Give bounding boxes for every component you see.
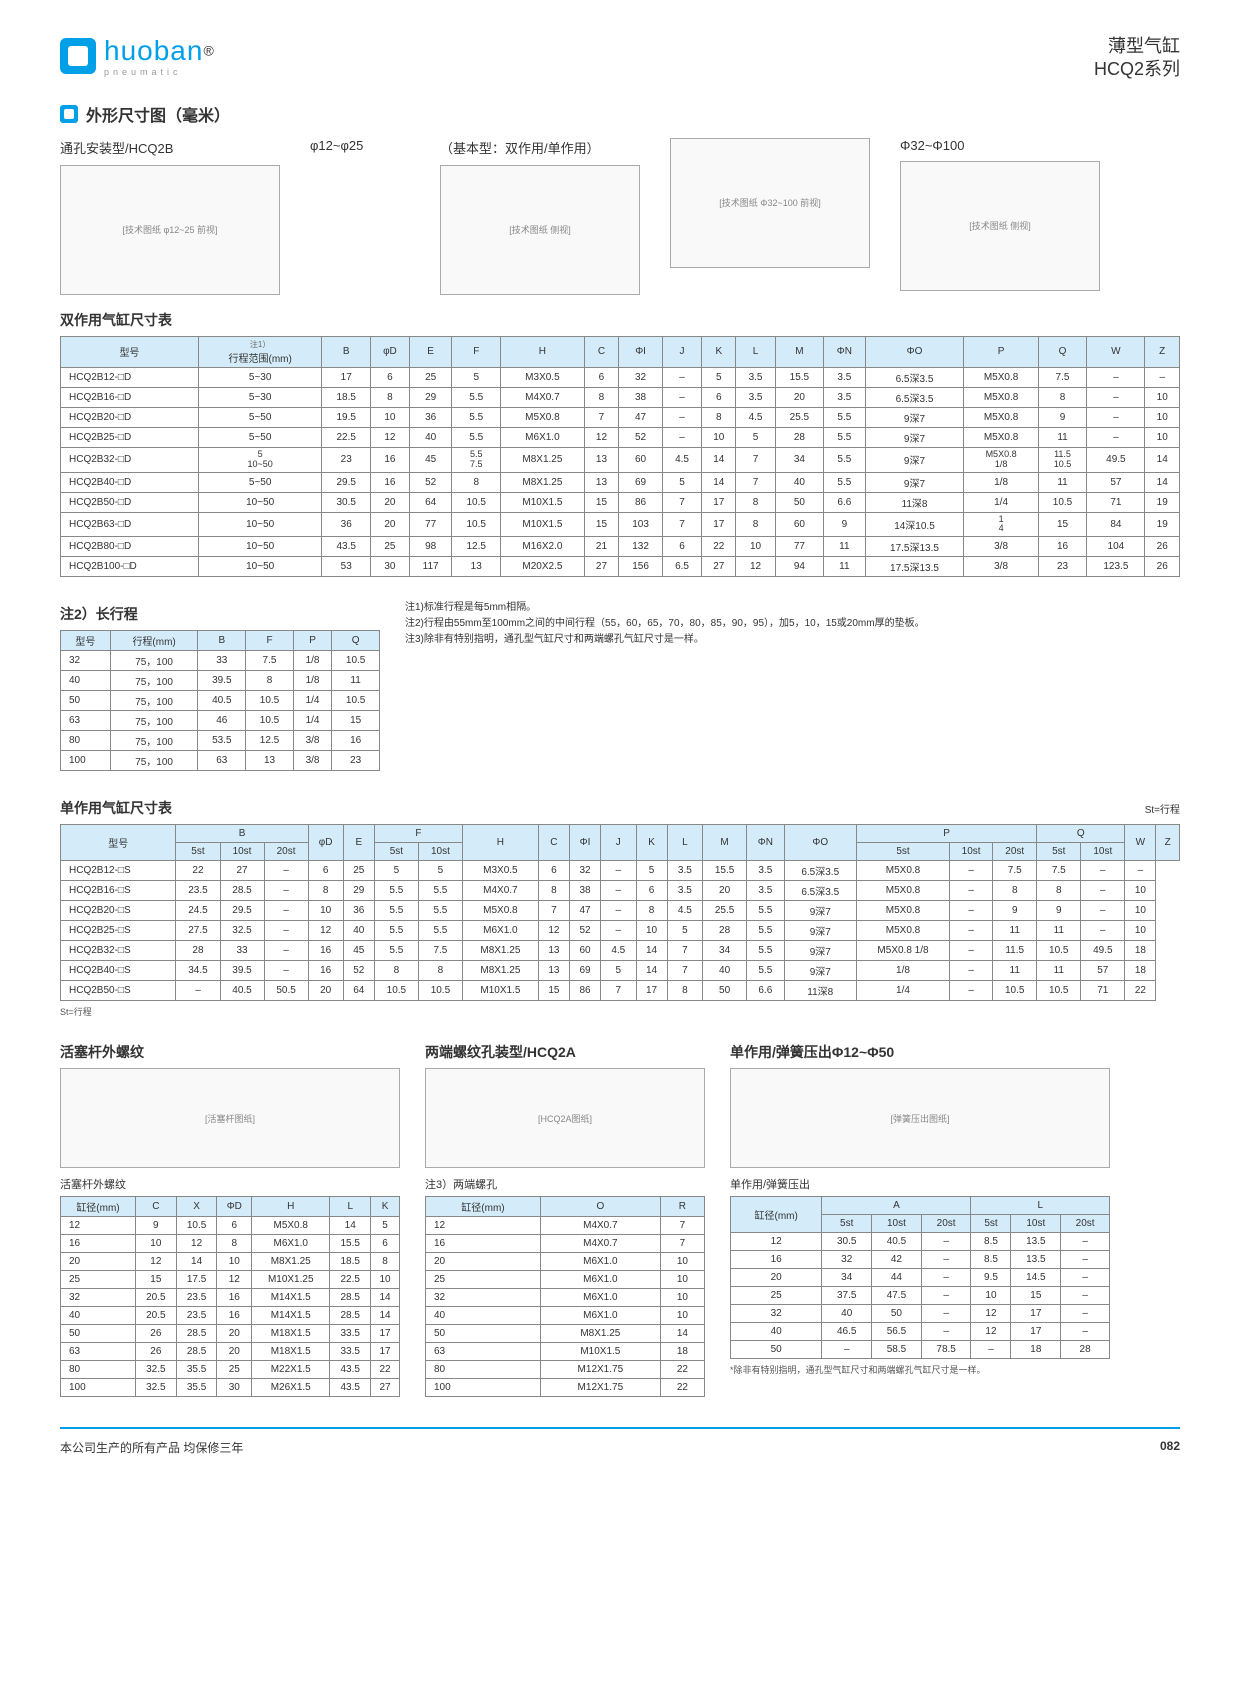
table2: 型号行程(mm)BFPQ3275，100337.51/810.54075，100… (60, 630, 380, 771)
rod-table: 缸径(mm)CXΦDHLK12910.56M5X0.81451610128M6X… (60, 1196, 400, 1397)
header-title: 薄型气缸 HCQ2系列 (1094, 35, 1180, 82)
table1-title: 双作用气缸尺寸表 (60, 310, 1180, 330)
diagram-1: [技术图纸 φ12~25 前视] (60, 165, 280, 295)
table3: 型号BφDEFHCΦIJKLMΦNΦOPQWZ5st10st20st5st10s… (60, 824, 1180, 1001)
rod-diagram: [活塞杆图纸] (60, 1068, 400, 1168)
hcq2a-table: 缸径(mm)OR12M4X0.7716M4X0.7720M6X1.01025M6… (425, 1196, 705, 1397)
brand-logo: huoban® pneumatic (60, 35, 214, 77)
section-title: 外形尺寸图（毫米） (60, 102, 1180, 126)
table1: 型号注1）行程范围(mm)BφDEFHCΦIJKLMΦNΦOPQWZHCQ2B1… (60, 336, 1180, 578)
spring-diagram: [弹簧压出图纸] (730, 1068, 1110, 1168)
rod-title: 活塞杆外螺纹 (60, 1042, 400, 1062)
st-suffix: St=行程 (1145, 801, 1180, 816)
table3-title: 单作用气缸尺寸表 (60, 798, 172, 818)
spring-title: 单作用/弹簧压出Φ12~Φ50 (730, 1042, 1110, 1062)
diagram-2: [技术图纸 侧视] (440, 165, 640, 295)
hcq2a-title: 两端螺纹孔装型/HCQ2A (425, 1042, 705, 1062)
st-note: St=行程 (60, 1005, 1180, 1018)
spring-table-title: 单作用/弹簧压出 (730, 1176, 1110, 1192)
hcq2a-diagram: [HCQ2A图纸] (425, 1068, 705, 1168)
range3: Φ32~Φ100 (900, 138, 1100, 153)
table2-title: 注2）长行程 (60, 604, 380, 624)
page-number: 082 (1160, 1439, 1180, 1456)
brand-sub: pneumatic (104, 67, 214, 77)
install-label: 通孔安装型/HCQ2B (60, 138, 280, 157)
logo-icon (60, 38, 96, 74)
brand-name: huoban (104, 35, 203, 66)
diagram-3: [技术图纸 Φ32~100 前视] (670, 138, 870, 268)
range1: φ12~φ25 (310, 138, 410, 153)
range2: （基本型：双作用/单作用） (440, 138, 640, 157)
warranty-text: 本公司生产的所有产品 均保修三年 (60, 1439, 243, 1456)
diagram-4: [技术图纸 侧视] (900, 161, 1100, 291)
hcq2a-table-title: 注3）两端螺孔 (425, 1176, 705, 1192)
rod-table-title: 活塞杆外螺纹 (60, 1176, 400, 1192)
spring-note: *除非有特别指明，通孔型气缸尺寸和两端螺孔气缸尺寸是一样。 (730, 1363, 1110, 1376)
notes: 注1)标准行程是每5mm相隔。注2)行程由55mm至100mm之间的中间行程（5… (405, 600, 925, 648)
spring-table: 缸径(mm)AL5st10st20st5st10st20st1230.540.5… (730, 1196, 1110, 1359)
